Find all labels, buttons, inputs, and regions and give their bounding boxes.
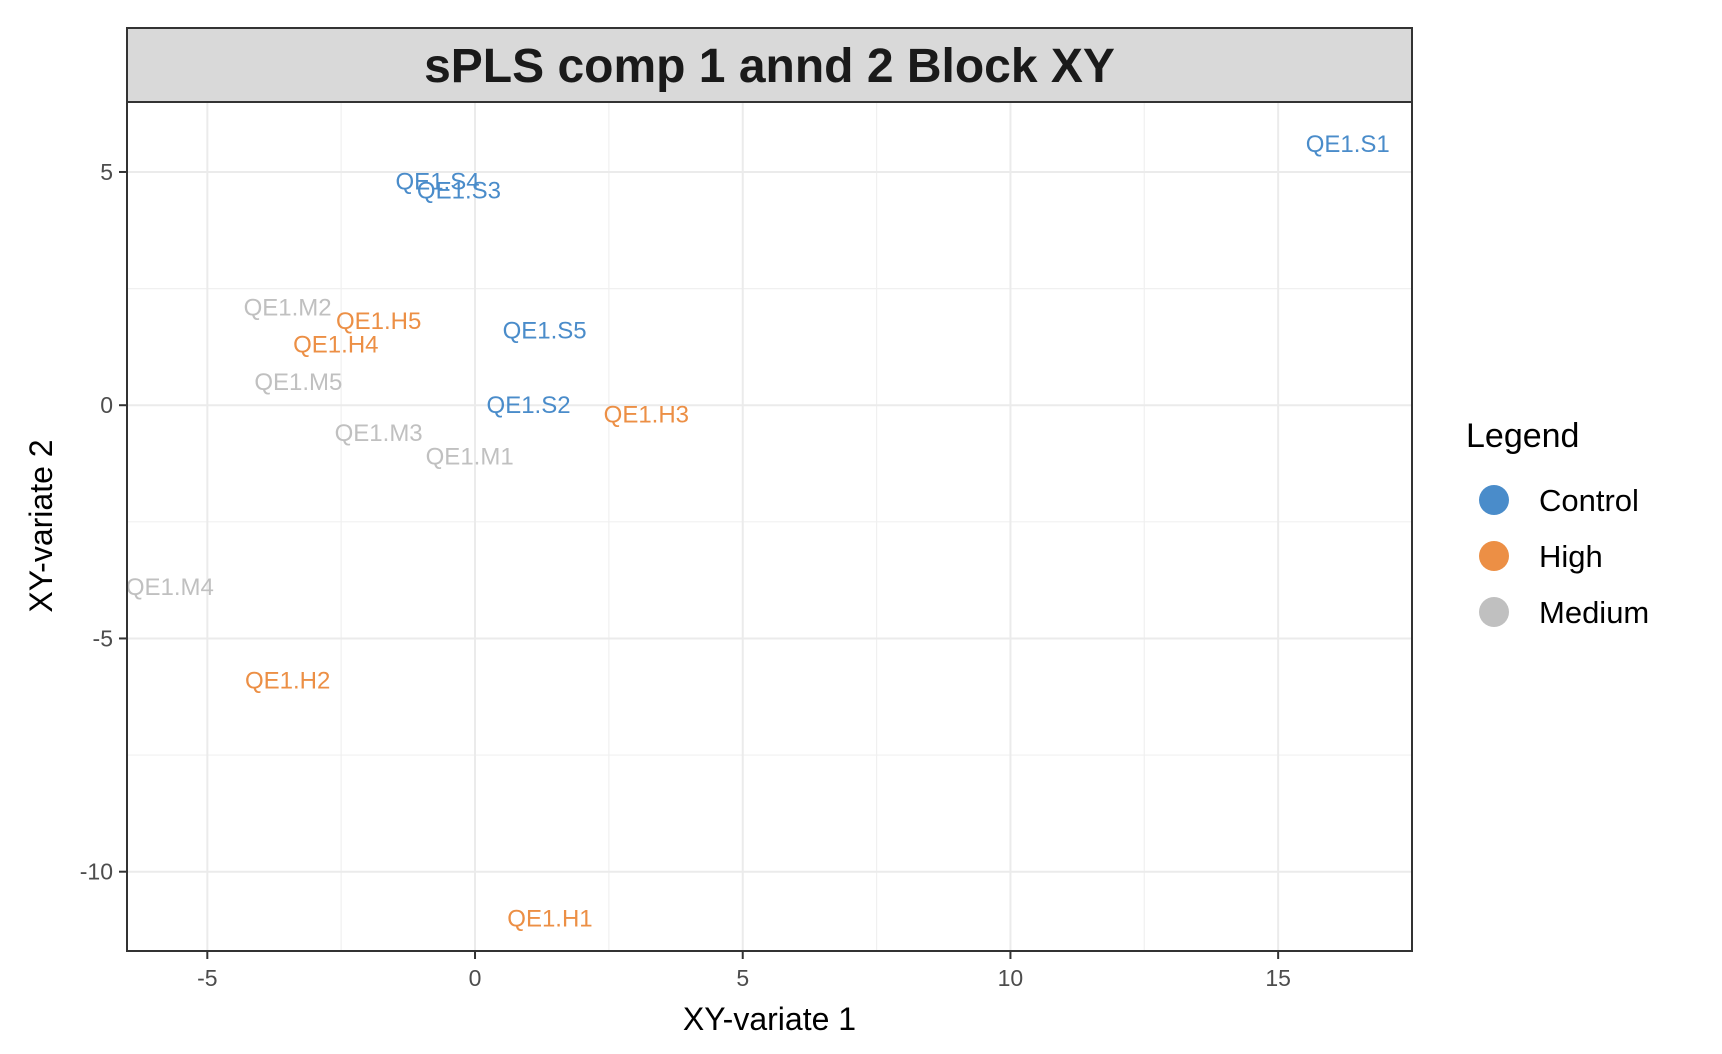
x-axis-title: XY-variate 1 <box>683 1001 856 1037</box>
y-axis-ticks: 5 0 -5 -10 <box>80 159 127 885</box>
y-tick-label: 5 <box>100 159 113 185</box>
point-label: QE1.M3 <box>335 420 423 447</box>
point-label: QE1.M2 <box>244 294 332 321</box>
major-gridlines <box>127 102 1412 951</box>
y-axis-title: XY-variate 2 <box>23 439 59 612</box>
legend: Legend Control High Medium <box>1466 417 1649 630</box>
chart-title: sPLS comp 1 annd 2 Block XY <box>424 40 1115 93</box>
x-tick-label: 15 <box>1265 965 1291 991</box>
point-label: QE1.M4 <box>126 574 214 601</box>
point-label: QE1.H5 <box>336 308 421 335</box>
y-tick-label: -10 <box>80 859 113 885</box>
legend-key-dot <box>1479 597 1509 627</box>
x-axis-ticks: -5 0 5 10 15 <box>197 951 1291 991</box>
point-label: QE1.H3 <box>604 402 689 429</box>
point-label: QE1.S1 <box>1306 131 1390 158</box>
point-label: QE1.H2 <box>245 667 330 694</box>
x-tick-label: -5 <box>197 965 217 991</box>
legend-entry-label: Control <box>1539 483 1639 518</box>
y-tick-label: 0 <box>100 392 113 418</box>
title-strip <box>126 27 1413 103</box>
legend-title: Legend <box>1466 417 1579 455</box>
point-label: QE1.M1 <box>426 444 514 471</box>
point-label: QE1.H4 <box>293 332 378 359</box>
point-label: QE1.S2 <box>487 392 571 419</box>
point-label: QE1.S5 <box>503 318 587 345</box>
panel-background <box>127 102 1412 951</box>
point-labels: QE1.S1QE1.S4QE1.S3QE1.S5QE1.S2QE1.H5QE1.… <box>126 131 1390 932</box>
legend-entry-label: Medium <box>1539 595 1649 630</box>
point-label: QE1.S4 <box>396 168 480 195</box>
point-label: QE1.M5 <box>254 369 342 396</box>
point-label: QE1.S3 <box>417 178 501 205</box>
legend-entries: Control High Medium <box>1479 483 1649 630</box>
plot-panel: QE1.S1QE1.S4QE1.S3QE1.S5QE1.S2QE1.H5QE1.… <box>126 101 1413 952</box>
y-tick-label: -5 <box>93 625 113 651</box>
legend-entry-label: High <box>1539 539 1603 574</box>
x-tick-label: 5 <box>736 965 749 991</box>
legend-key-dot <box>1479 541 1509 571</box>
panel-border <box>126 101 1413 952</box>
x-tick-label: 0 <box>469 965 482 991</box>
legend-key-dot <box>1479 485 1509 515</box>
x-tick-label: 10 <box>998 965 1024 991</box>
point-label: QE1.H1 <box>507 905 592 932</box>
